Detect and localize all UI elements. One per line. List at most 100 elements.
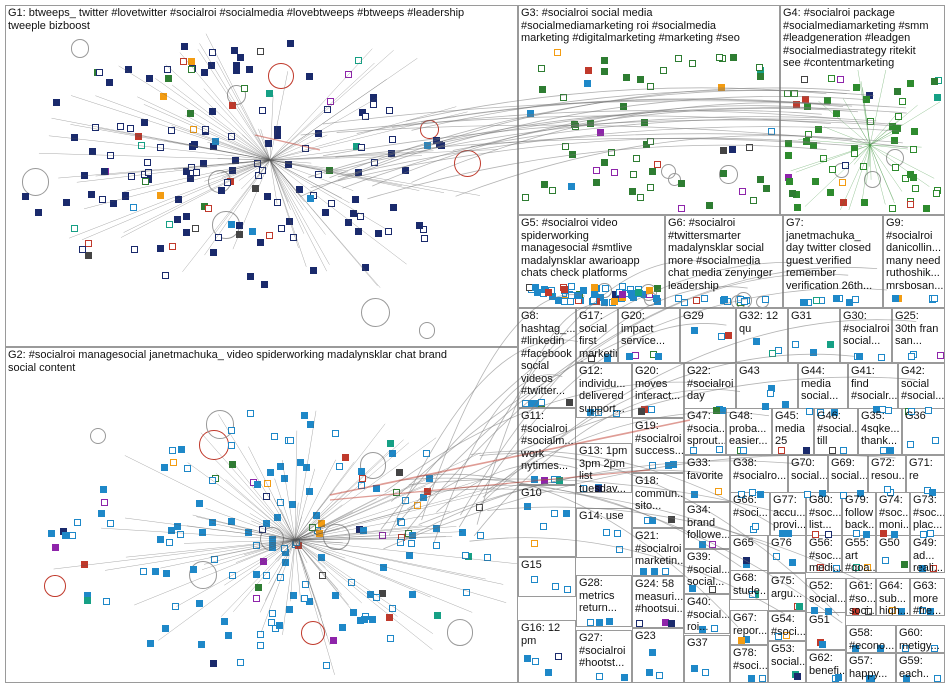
group-panel-g30[interactable]: G30: #socialroi social... bbox=[840, 308, 892, 363]
group-panel-g34[interactable]: G34: brand followe... bbox=[684, 502, 730, 549]
group-panel-g23[interactable]: G23 bbox=[632, 628, 684, 683]
node-g1-128 bbox=[264, 192, 272, 200]
group-panel-g45[interactable]: G45: media 25 bbox=[772, 408, 814, 455]
node-g18-2 bbox=[648, 516, 656, 524]
group-panel-g12[interactable]: G12: individu... delivered support... bbox=[576, 363, 632, 418]
node-g29-0 bbox=[690, 327, 698, 334]
group-panel-g24[interactable]: G24: 58 measuri... #hootsui... bbox=[632, 576, 684, 628]
group-panel-g79[interactable]: G79: follow back... bbox=[842, 492, 876, 539]
group-panel-g35[interactable]: G35: 4sqke... thank... bbox=[858, 408, 902, 455]
group-panel-g53[interactable]: G53: social... bbox=[768, 641, 806, 683]
group-panel-g66[interactable]: G66: #soci... bbox=[730, 492, 770, 539]
node-g2-1 bbox=[225, 632, 233, 640]
group-panel-g31[interactable]: G31 bbox=[788, 308, 840, 363]
group-panel-g19[interactable]: G19: #socialroi success... bbox=[632, 418, 684, 473]
node-g64-1 bbox=[889, 607, 897, 615]
node-g4-56 bbox=[803, 137, 811, 145]
group-panel-g49[interactable]: G49: ad... reali... bbox=[910, 535, 945, 573]
self-loop-g2-6 bbox=[323, 523, 350, 551]
node-g3-17 bbox=[628, 188, 636, 196]
group-panel-g6[interactable]: G6: #socialroi #twittersmarter madalynsk… bbox=[665, 215, 783, 308]
group-panel-g14[interactable]: G14: use bbox=[576, 508, 632, 558]
group-panel-g21[interactable]: G21: #socialroi marketin... bbox=[632, 528, 684, 576]
node-g4-34 bbox=[829, 165, 837, 173]
group-panel-g3[interactable]: G3: #socialroi social media #socialmedia… bbox=[518, 5, 780, 215]
group-panel-g8[interactable]: G8: hashtag_... #linkedin #facebook soci… bbox=[518, 308, 576, 408]
group-panel-g59[interactable]: G59: each.. bbox=[896, 653, 945, 683]
group-panel-g64[interactable]: G64: sub... high... bbox=[876, 578, 910, 616]
group-panel-g65[interactable]: G65 bbox=[730, 535, 768, 573]
group-panel-g73[interactable]: G73: #soc... plac... bbox=[910, 492, 945, 539]
group-panel-g20[interactable]: G20: moves interact... bbox=[632, 363, 684, 418]
group-panel-g55[interactable]: G55: art #goa... bbox=[842, 535, 876, 573]
node-g1-84 bbox=[231, 156, 239, 164]
group-panel-g76[interactable]: G76 bbox=[768, 535, 806, 573]
node-g2-122 bbox=[458, 528, 466, 536]
group-panel-g36[interactable]: G36 bbox=[902, 408, 945, 455]
group-panel-g10[interactable]: G10 bbox=[518, 485, 576, 557]
group-panel-g63[interactable]: G63: more #fre... bbox=[910, 578, 945, 616]
group-panel-g13[interactable]: G13: 1pm 3pm 2pm list tuesday... bbox=[576, 443, 632, 493]
group-panel-g39[interactable]: G39: #social... social... bbox=[684, 549, 730, 594]
group-panel-g2[interactable]: G2: #socialroi managesocial janetmachuka… bbox=[5, 347, 518, 683]
group-panel-g37[interactable]: G37 bbox=[684, 635, 730, 683]
node-g1-112 bbox=[356, 212, 364, 220]
node-g4-55 bbox=[785, 177, 793, 185]
group-panel-g77[interactable]: G77: accu... provi... bbox=[770, 492, 806, 539]
group-panel-g48[interactable]: G48: proba... easier... bbox=[726, 408, 772, 455]
node-g2-22 bbox=[267, 468, 275, 476]
group-panel-g33[interactable]: G33: favorite bbox=[684, 455, 730, 502]
node-g4-23 bbox=[828, 74, 836, 82]
node-g45-0 bbox=[777, 447, 785, 454]
group-panel-g75[interactable]: G75: argu... bbox=[768, 573, 806, 611]
group-panel-g78[interactable]: G78: #soci... bbox=[730, 645, 768, 683]
node-g4-30 bbox=[898, 97, 906, 105]
group-panel-g11[interactable]: G11: #socialroi #socialm... work nytimes… bbox=[518, 408, 576, 485]
group-panel-g28[interactable]: G28: metrics return... bbox=[576, 575, 632, 627]
node-g1-66 bbox=[156, 244, 164, 252]
group-panel-g50[interactable]: G50 bbox=[876, 535, 910, 573]
group-panel-g4[interactable]: G4: #socialroi package #socialmediamarke… bbox=[780, 5, 945, 215]
group-panel-g62[interactable]: G62: benefi... bbox=[806, 650, 846, 683]
group-panel-g29[interactable]: G29 bbox=[680, 308, 736, 363]
group-panel-g67[interactable]: G67: repor... bbox=[730, 610, 768, 645]
group-panel-g80[interactable]: G80: #soc... list... bbox=[806, 492, 842, 539]
node-g15-0 bbox=[551, 582, 559, 590]
node-g2-125 bbox=[208, 476, 216, 484]
group-panel-g40[interactable]: G40: #social... roi... bbox=[684, 594, 730, 634]
group-panel-g46[interactable]: G46: #social... till bbox=[814, 408, 858, 455]
group-panel-g56[interactable]: G56: #soc... medi... bbox=[806, 535, 842, 573]
group-panel-g5[interactable]: G5: #socialroi video spiderworking manag… bbox=[518, 215, 665, 308]
group-label-g14: G14: use bbox=[579, 510, 624, 522]
group-panel-g18[interactable]: G18: commun... sito... bbox=[632, 473, 684, 528]
group-panel-g74[interactable]: G74: #soc... moni... bbox=[876, 492, 910, 539]
group-panel-g58[interactable]: G58: #econo... bbox=[846, 625, 896, 653]
group-panel-g16[interactable]: G16: 12 pm bbox=[518, 620, 576, 683]
group-panel-g27[interactable]: G27: #socialroi #hootst... bbox=[576, 630, 632, 683]
group-panel-g15[interactable]: G15 bbox=[518, 557, 576, 597]
group-panel-g7[interactable]: G7: janetmachuka_ day twitter closed gue… bbox=[783, 215, 883, 308]
group-panel-g68[interactable]: G68: stude... bbox=[730, 570, 768, 600]
group-panel-g54[interactable]: G54: #soci... bbox=[768, 611, 806, 641]
group-panel-g47[interactable]: G47: #socia... sprout... bbox=[684, 408, 726, 455]
group-panel-g25[interactable]: G25: 30th fran san... bbox=[892, 308, 945, 363]
group-panel-g51[interactable]: G51 bbox=[806, 612, 846, 650]
group-label-g11: G11: #socialroi #socialm... work nytimes… bbox=[521, 410, 574, 472]
node-g2-136 bbox=[386, 634, 394, 642]
group-panel-g61[interactable]: G61: #so... soci... bbox=[846, 578, 876, 616]
group-panel-g32[interactable]: G32: 12 qu bbox=[736, 308, 788, 363]
node-g1-81 bbox=[253, 159, 261, 167]
node-g2-156 bbox=[301, 411, 309, 419]
node-g1-19 bbox=[183, 228, 191, 236]
group-panel-g60[interactable]: G60: metigy... bbox=[896, 625, 945, 653]
node-g11-3 bbox=[531, 476, 539, 484]
node-g30-2 bbox=[856, 353, 864, 361]
group-panel-g52[interactable]: G52: social... bbox=[806, 578, 846, 616]
group-panel-g9[interactable]: G9: #socialroi danicollin... many need r… bbox=[883, 215, 945, 308]
group-panel-g20a[interactable]: G20: impact service... bbox=[618, 308, 680, 363]
group-panel-g57[interactable]: G57: happy... bbox=[846, 653, 896, 683]
group-panel-g17[interactable]: G17: social first marketing 2x... bbox=[576, 308, 618, 363]
node-g19-2 bbox=[665, 462, 673, 470]
node-g3-28 bbox=[768, 128, 776, 136]
group-panel-g1[interactable]: G1: btweeps_ twitter #lovetwitter #socia… bbox=[5, 5, 518, 347]
